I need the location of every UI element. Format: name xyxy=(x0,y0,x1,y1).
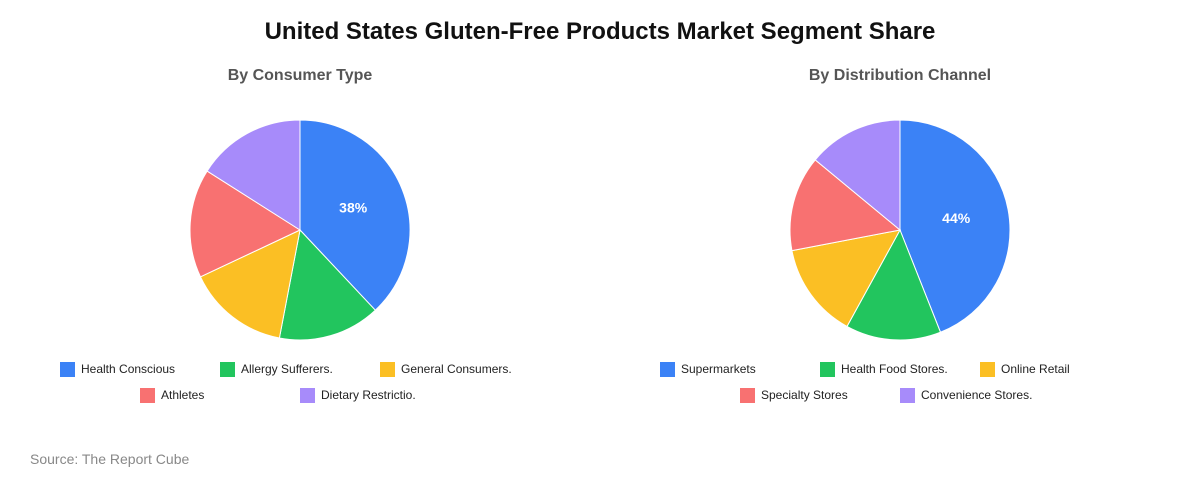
legend-item: General Consumers. xyxy=(380,361,512,377)
legend-label: Health Conscious xyxy=(81,362,176,376)
legend-row: Supermarkets Health Food Stores. Online Re… xyxy=(600,361,1200,379)
pie-slice-1 xyxy=(299,119,411,311)
pie-slice-1 xyxy=(899,119,1011,333)
legend-swatch xyxy=(60,361,75,377)
legend-item: Supermarkets xyxy=(660,361,756,377)
legend-item: Health Conscious xyxy=(60,361,175,377)
pie-slice-5 xyxy=(814,119,901,232)
legend-item: Dietary Restrictio. xyxy=(300,387,416,403)
legend-item: Convenience Stores. xyxy=(900,387,1032,403)
distribution-channel-pie: 44% xyxy=(789,119,1011,341)
legend-item: Online Retail xyxy=(980,361,1070,377)
legend-row: Athletes Dietary Restrictio. xyxy=(0,387,600,405)
legend-row: Health Conscious Allergy Sufferers. Genera… xyxy=(0,361,600,379)
pie-slice-2 xyxy=(278,228,377,341)
legend-label: Health Food Stores. xyxy=(841,362,948,376)
legend-swatch xyxy=(140,387,155,403)
legend-label: Specialty Stores xyxy=(761,388,848,402)
pie-slice-4 xyxy=(189,170,302,278)
legend-label: Convenience Stores. xyxy=(921,388,1033,402)
legend-item: Specialty Stores xyxy=(740,387,848,403)
legend-item: Allergy Sufferers. xyxy=(220,361,333,377)
pie-slice-5 xyxy=(206,119,301,231)
legend-label: Dietary Restrictio. xyxy=(321,388,416,402)
consumer-type-pie: 38% xyxy=(189,119,411,341)
slice-data-label: 44% xyxy=(942,210,971,226)
source-note: Source: The Report Cube xyxy=(30,451,190,467)
legend-label: Supermarkets xyxy=(681,362,756,376)
legend-swatch xyxy=(660,361,675,377)
pie-slice-4 xyxy=(789,159,902,252)
legend-label: Allergy Sufferers. xyxy=(241,362,333,376)
distribution-channel-chart-title: By Distribution Channel xyxy=(808,67,992,84)
legend-item: Health Food Stores. xyxy=(820,361,948,377)
pie-slice-3 xyxy=(199,229,301,339)
consumer-type-chart: By Consumer Type 38% Health Conscious All… xyxy=(0,0,600,430)
pie-slice-3 xyxy=(791,229,901,328)
legend-swatch xyxy=(300,387,315,403)
legend-label: Online Retail xyxy=(1001,362,1070,376)
legend-swatch xyxy=(820,361,835,377)
distribution-channel-chart: By Distribution Channel 44% Supermarkets… xyxy=(600,0,1200,430)
legend-item: Athletes xyxy=(140,387,204,403)
legend-row: Specialty Stores Convenience Stores. xyxy=(600,387,1200,405)
pie-slice-2 xyxy=(846,228,942,341)
page-title: United States Gluten-Free Products Marke… xyxy=(264,18,936,45)
legend-swatch xyxy=(380,361,395,377)
legend-swatch xyxy=(900,387,915,403)
legend-swatch xyxy=(740,387,755,403)
legend-label: General Consumers. xyxy=(401,362,512,376)
consumer-type-chart-title: By Consumer Type xyxy=(227,67,373,84)
legend-swatch xyxy=(980,361,995,377)
legend-label: Athletes xyxy=(161,388,205,402)
legend-swatch xyxy=(220,361,235,377)
slice-data-label: 38% xyxy=(339,200,368,216)
